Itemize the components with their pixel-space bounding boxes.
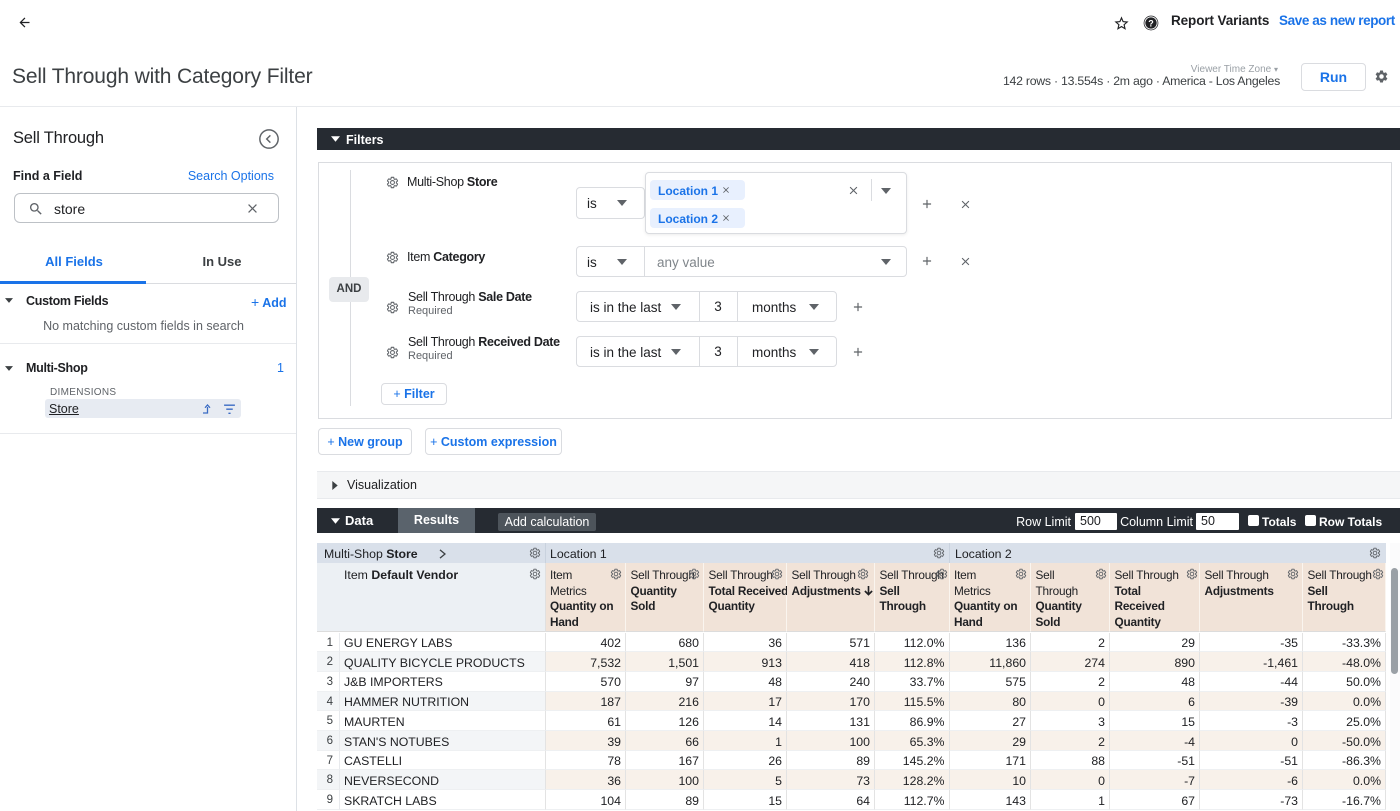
svg-text:?: ? xyxy=(1148,18,1154,28)
